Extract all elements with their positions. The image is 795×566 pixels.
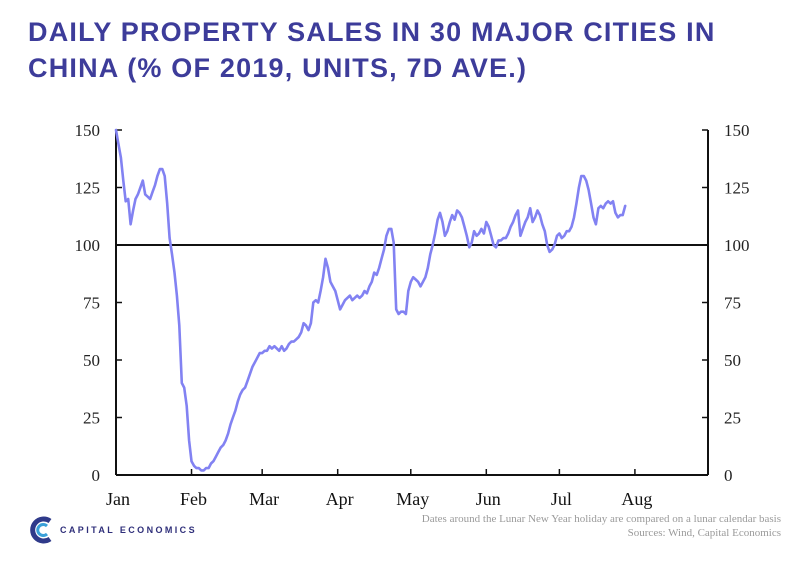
chart-title: DAILY PROPERTY SALES IN 30 MAJOR CITIES … (28, 17, 716, 83)
y-tick-label-right: 75 (724, 294, 741, 313)
series-line-0 (114, 128, 627, 472)
y-tick-label-right: 0 (724, 466, 733, 485)
y-tick-label-right: 50 (724, 351, 741, 370)
chart-note: Dates around the Lunar New Year holiday … (421, 513, 781, 525)
y-tick-label-left: 150 (75, 121, 101, 140)
x-tick-label-jun: Jun (476, 489, 501, 509)
x-tick-label-jan: Jan (106, 489, 130, 509)
chart-sources: Sources: Wind, Capital Economics (627, 527, 781, 539)
x-tick-label-mar: Mar (249, 489, 279, 509)
y-tick-label-left: 100 (75, 236, 101, 255)
capital-economics-logo: CAPITAL ECONOMICS (30, 516, 197, 544)
y-tick-label-left: 25 (83, 409, 100, 428)
x-tick-label-aug: Aug (621, 489, 652, 509)
y-tick-label-left: 75 (83, 294, 100, 313)
y-tick-label-left: 0 (92, 466, 101, 485)
x-tick-label-apr: Apr (326, 489, 354, 509)
y-tick-label-right: 150 (724, 121, 750, 140)
x-tick-label-feb: Feb (180, 489, 207, 509)
y-tick-label-right: 125 (724, 179, 750, 198)
capital-economics-logo-icon (30, 516, 52, 544)
y-tick-label-left: 125 (75, 179, 101, 198)
y-tick-label-right: 25 (724, 409, 741, 428)
x-tick-label-jul: Jul (551, 489, 572, 509)
y-tick-label-left: 50 (83, 351, 100, 370)
x-tick-label-may: May (396, 489, 429, 509)
y-tick-label-right: 100 (724, 236, 750, 255)
brand-name: CAPITAL ECONOMICS (60, 525, 197, 535)
